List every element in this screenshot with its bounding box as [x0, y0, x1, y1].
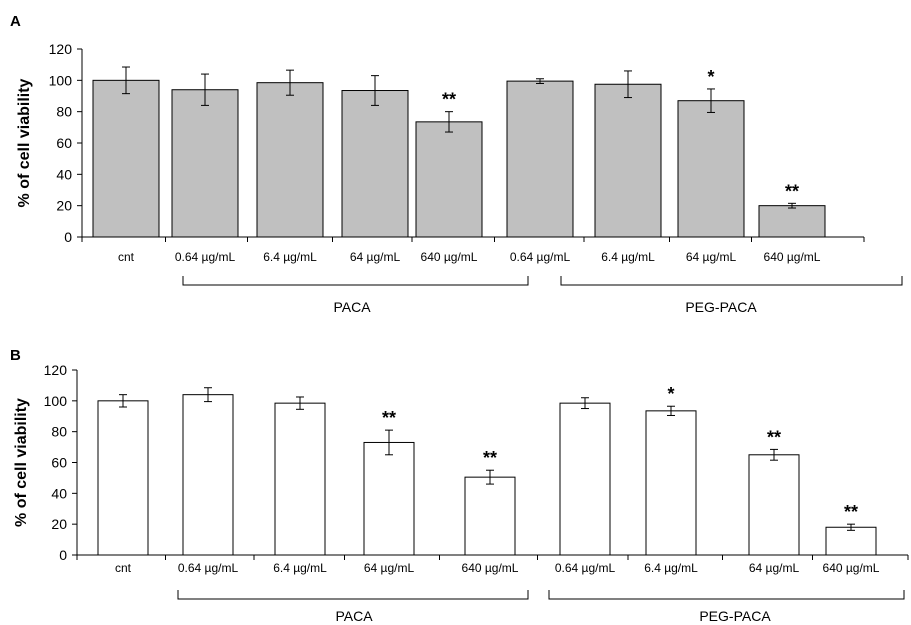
bar — [182, 394, 234, 556]
category-label: 64 µg/mL — [749, 561, 800, 575]
bar — [506, 80, 574, 238]
significance-marker: ** — [382, 408, 396, 428]
significance-marker: ** — [767, 427, 781, 447]
bar — [559, 402, 611, 556]
significance-marker: ** — [483, 448, 497, 468]
y-tick-label: 0 — [64, 229, 72, 245]
y-tick-label: 120 — [49, 41, 73, 57]
bar — [341, 90, 409, 238]
bar — [92, 79, 160, 238]
category-label: 64 µg/mL — [350, 250, 401, 264]
category-label: 0.64 µg/mL — [175, 250, 236, 264]
category-label: 640 µg/mL — [462, 561, 519, 575]
category-label: 6.4 µg/mL — [601, 250, 655, 264]
bar — [171, 89, 239, 238]
category-label: 6.4 µg/mL — [263, 250, 317, 264]
bar — [97, 400, 149, 556]
y-tick-label: 0 — [59, 547, 67, 563]
significance-marker: ** — [844, 502, 858, 522]
panel-letter: B — [10, 347, 21, 364]
significance-marker: * — [707, 67, 714, 87]
group-bracket — [182, 276, 529, 286]
category-label: 640 µg/mL — [823, 561, 880, 575]
significance-marker: * — [667, 384, 674, 404]
bar — [645, 410, 697, 556]
y-axis-label: % of cell viability — [16, 78, 33, 207]
y-tick-label: 40 — [51, 485, 67, 501]
y-tick-label: 60 — [56, 135, 72, 151]
significance-marker: ** — [785, 181, 799, 201]
panel-letter: A — [10, 13, 21, 30]
category-label: 640 µg/mL — [421, 250, 478, 264]
group-label: PEG-PACA — [685, 299, 757, 315]
category-label: 6.4 µg/mL — [644, 561, 698, 575]
y-tick-label: 80 — [51, 424, 67, 440]
group-label: PEG-PACA — [699, 608, 771, 624]
y-tick-label: 120 — [44, 362, 68, 378]
bar — [256, 82, 324, 238]
bar — [464, 476, 516, 556]
bar — [415, 121, 483, 238]
significance-marker: ** — [442, 90, 456, 110]
y-tick-label: 100 — [49, 72, 73, 88]
bar — [363, 441, 415, 556]
y-tick-label: 100 — [44, 393, 68, 409]
bar — [677, 100, 745, 238]
category-label: 6.4 µg/mL — [273, 561, 327, 575]
y-axis-label: % of cell viability — [13, 398, 30, 527]
category-label: 0.64 µg/mL — [510, 250, 571, 264]
y-tick-label: 20 — [56, 198, 72, 214]
y-tick-label: 80 — [56, 104, 72, 120]
group-label: PACA — [335, 608, 373, 624]
y-tick-label: 60 — [51, 455, 67, 471]
category-label: cnt — [118, 250, 135, 264]
category-label: cnt — [115, 561, 132, 575]
group-label: PACA — [333, 299, 371, 315]
chart-panel-a: A % of cell viability 0 20 40 60 80 100 120 cnt 0.… — [10, 13, 903, 315]
bar — [758, 205, 826, 238]
category-label: 0.64 µg/mL — [555, 561, 616, 575]
category-label: 0.64 µg/mL — [178, 561, 239, 575]
bar — [748, 454, 800, 556]
category-label: 64 µg/mL — [364, 561, 415, 575]
y-tick-label: 40 — [56, 166, 72, 182]
chart-panel-b: B % of cell viability 0 20 40 60 80 100 120 cnt 0.… — [10, 347, 909, 624]
bar — [825, 526, 877, 556]
category-label: 64 µg/mL — [686, 250, 737, 264]
group-bracket — [177, 590, 529, 600]
bar — [274, 402, 326, 556]
group-bracket — [560, 276, 903, 286]
group-bracket — [548, 590, 905, 600]
y-tick-label: 20 — [51, 516, 67, 532]
bar — [594, 83, 662, 238]
category-label: 640 µg/mL — [764, 250, 821, 264]
